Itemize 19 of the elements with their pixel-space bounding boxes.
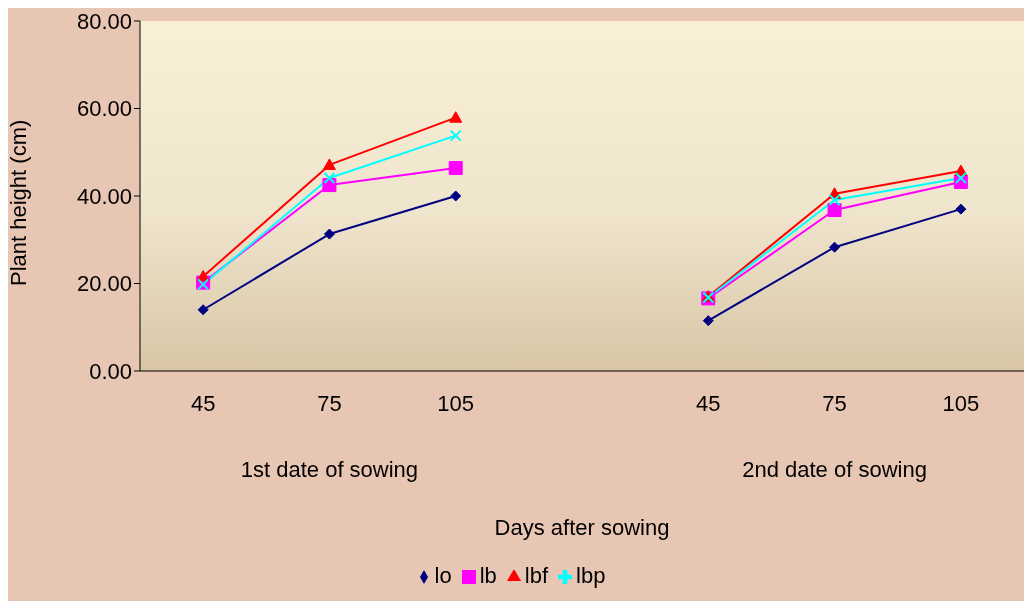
legend-label: lbp	[576, 563, 606, 588]
x-tick-label: 45	[190, 391, 216, 416]
text: 1st date of sowing	[240, 457, 419, 482]
legend-label: lo	[434, 563, 452, 588]
legend-label: lbf	[524, 563, 549, 588]
x-tick-label: 105	[942, 391, 980, 416]
x-tick-label: 105	[437, 391, 475, 416]
y-tick-label: 0.00	[89, 358, 132, 384]
y-tick-label: 60.00	[76, 96, 132, 122]
y-tick-label: 80.00	[76, 8, 132, 34]
x-tick-label: 75	[317, 391, 342, 416]
text: 2nd date of sowing	[742, 457, 927, 482]
x-tick-label: 75	[822, 391, 847, 416]
y-axis-title: Plant height (cm)	[5, 119, 31, 286]
y-tick-label: 40.00	[76, 183, 132, 209]
x-axis-title: Days after sowing	[494, 515, 670, 540]
x-tick-label: 45	[696, 391, 721, 416]
legend-label: lb	[479, 563, 497, 588]
y-tick-label: 20.00	[76, 271, 132, 297]
